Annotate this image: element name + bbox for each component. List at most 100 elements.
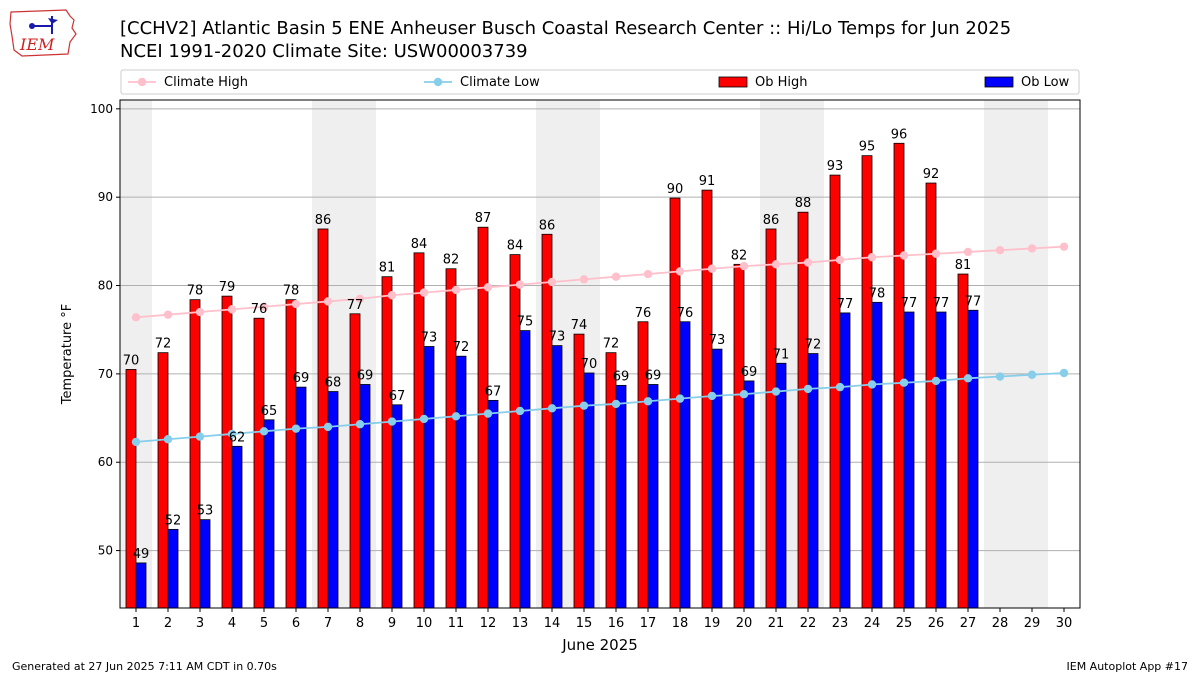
ob-low-bar-day-5 bbox=[263, 419, 275, 609]
ob-high-label-day-5: 76 bbox=[251, 302, 268, 317]
ob-high-label-day-20: 82 bbox=[731, 248, 748, 263]
ob-high-label-day-1: 70 bbox=[123, 353, 140, 368]
climate-low-point-day-5 bbox=[259, 427, 269, 436]
ob-high-bar-day-8 bbox=[349, 313, 361, 609]
ob-high-bar-day-26 bbox=[925, 182, 937, 609]
x-tick-label-29: 29 bbox=[1024, 616, 1041, 631]
ob-low-bar-day-3 bbox=[199, 519, 211, 609]
ob-low-bar-day-18 bbox=[679, 321, 691, 609]
ob-high-label-day-19: 91 bbox=[699, 174, 716, 189]
x-tick-label-13: 13 bbox=[512, 616, 529, 631]
ob-low-label-day-17: 69 bbox=[645, 368, 662, 383]
x-tick-label-6: 6 bbox=[292, 616, 300, 631]
ob-low-label-day-6: 69 bbox=[293, 371, 310, 386]
y-tick-label-70: 70 bbox=[98, 367, 113, 381]
ob-high-bar-day-4 bbox=[221, 295, 233, 609]
x-tick-label-14: 14 bbox=[544, 616, 561, 631]
x-tick-label-4: 4 bbox=[228, 616, 236, 631]
x-tick-label-26: 26 bbox=[928, 616, 945, 631]
ob-high-label-day-3: 78 bbox=[187, 284, 204, 299]
logo-text: IEM bbox=[19, 35, 55, 54]
ob-low-label-day-1: 49 bbox=[133, 547, 150, 562]
ob-low-bar-day-1 bbox=[135, 562, 147, 609]
shade-day-29 bbox=[1016, 100, 1048, 608]
ob-high-label-day-23: 93 bbox=[827, 159, 844, 174]
ob-high-label-day-25: 96 bbox=[891, 127, 908, 142]
legend-swatch-ob-high bbox=[718, 76, 748, 88]
ob-high-label-day-7: 86 bbox=[315, 213, 332, 228]
climate-high-point-day-28 bbox=[995, 245, 1005, 255]
climate-high-point-day-27 bbox=[963, 247, 973, 257]
x-tick-label-5: 5 bbox=[260, 616, 268, 631]
climate-low-point-day-11 bbox=[451, 412, 461, 421]
y-tick-label-100: 100 bbox=[90, 102, 113, 116]
plot-frame bbox=[119, 99, 1081, 609]
ob-low-bar-day-23 bbox=[839, 312, 851, 609]
climate-low-point-day-26 bbox=[931, 376, 941, 386]
climate-low-point-day-13 bbox=[515, 406, 525, 416]
ob-low-label-day-23: 77 bbox=[837, 297, 854, 312]
climate-low-point-day-3 bbox=[195, 432, 205, 441]
ob-high-bar-day-23 bbox=[829, 174, 841, 609]
ob-low-label-day-13: 75 bbox=[517, 315, 534, 330]
climate-high-point-day-12 bbox=[483, 283, 493, 292]
bar-labels: 70 72 78 79 76 78 86 77 81 84 82 87 84 86 74 72 76 90 91 82… bbox=[123, 127, 982, 562]
ob-high-label-day-24: 95 bbox=[859, 140, 876, 155]
ob-high-label-day-13: 84 bbox=[507, 239, 524, 254]
ob-low-label-day-5: 65 bbox=[261, 404, 278, 419]
ob-high-bar-day-10 bbox=[413, 252, 425, 609]
climate-low-point-day-27 bbox=[963, 374, 973, 383]
climate-low-point-day-7 bbox=[323, 422, 333, 432]
ob-low-bar-day-19 bbox=[711, 348, 723, 609]
climate-low-point-day-1 bbox=[131, 437, 141, 447]
legend-label-climate-high: Climate High bbox=[164, 75, 248, 90]
climate-high-point-day-6 bbox=[291, 299, 301, 309]
ob-low-bar-day-21 bbox=[775, 362, 787, 609]
ob-low-label-day-16: 69 bbox=[613, 369, 630, 384]
ob-high-label-day-6: 78 bbox=[283, 284, 300, 299]
iowa-outline-icon bbox=[9, 9, 77, 57]
ob-low-bar-day-11 bbox=[455, 355, 467, 609]
app-label: IEM Autoplot App #17 bbox=[1066, 660, 1189, 673]
climate-low-point-day-9 bbox=[387, 417, 397, 426]
ob-high-label-day-27: 81 bbox=[955, 258, 972, 273]
ob-high-bar-day-21 bbox=[765, 228, 777, 609]
ob-low-bar-day-6 bbox=[295, 386, 307, 609]
legend-marker-climate-high bbox=[137, 77, 147, 87]
x-tick-label-3: 3 bbox=[196, 616, 204, 631]
ob-high-label-day-10: 84 bbox=[411, 237, 428, 252]
ob-high-bar-day-7 bbox=[317, 228, 329, 609]
x-tick-label-8: 8 bbox=[356, 616, 364, 631]
ob-low-label-day-22: 72 bbox=[805, 338, 822, 353]
ob-high-label-day-11: 82 bbox=[443, 253, 460, 268]
ob-low-label-day-8: 69 bbox=[357, 368, 374, 383]
x-tick-label-24: 24 bbox=[864, 616, 881, 631]
climate-high-point-day-3 bbox=[195, 307, 205, 317]
ob-high-label-day-9: 81 bbox=[379, 261, 396, 276]
x-tick-label-1: 1 bbox=[132, 616, 140, 631]
ob-low-label-day-2: 52 bbox=[165, 513, 182, 528]
ob-low-bar-day-10 bbox=[423, 346, 435, 609]
ob-high-bar-day-14 bbox=[541, 233, 553, 609]
climate-low-point-day-2 bbox=[163, 435, 173, 444]
ob-high-bar-day-20 bbox=[733, 263, 745, 609]
ob-high-label-day-26: 92 bbox=[923, 167, 940, 182]
chart-title: [CCHV2] Atlantic Basin 5 ENE Anheuser Bu… bbox=[120, 18, 1012, 39]
ob-high-bar-day-25 bbox=[893, 142, 905, 609]
ob-high-label-day-15: 74 bbox=[571, 318, 588, 333]
climate-high-point-day-9 bbox=[387, 291, 397, 300]
chart-subtitle: NCEI 1991-2020 Climate Site: USW00003739 bbox=[120, 41, 528, 62]
x-tick-label-30: 30 bbox=[1056, 616, 1073, 631]
climate-low-point-day-24 bbox=[867, 380, 877, 389]
climate-low-point-day-30 bbox=[1059, 368, 1069, 378]
x-tick-label-17: 17 bbox=[640, 616, 657, 631]
climate-high-point-day-16 bbox=[611, 272, 621, 281]
climate-high-line bbox=[135, 245, 1065, 319]
ob-high-bar-day-2 bbox=[157, 352, 169, 609]
ob-high-label-day-8: 77 bbox=[347, 298, 364, 313]
ob-low-label-day-18: 76 bbox=[677, 306, 694, 321]
ob-high-label-day-14: 86 bbox=[539, 218, 556, 233]
x-tick-label-15: 15 bbox=[576, 616, 593, 631]
y-axis: 50 60 70 80 90 100 bbox=[90, 102, 120, 558]
